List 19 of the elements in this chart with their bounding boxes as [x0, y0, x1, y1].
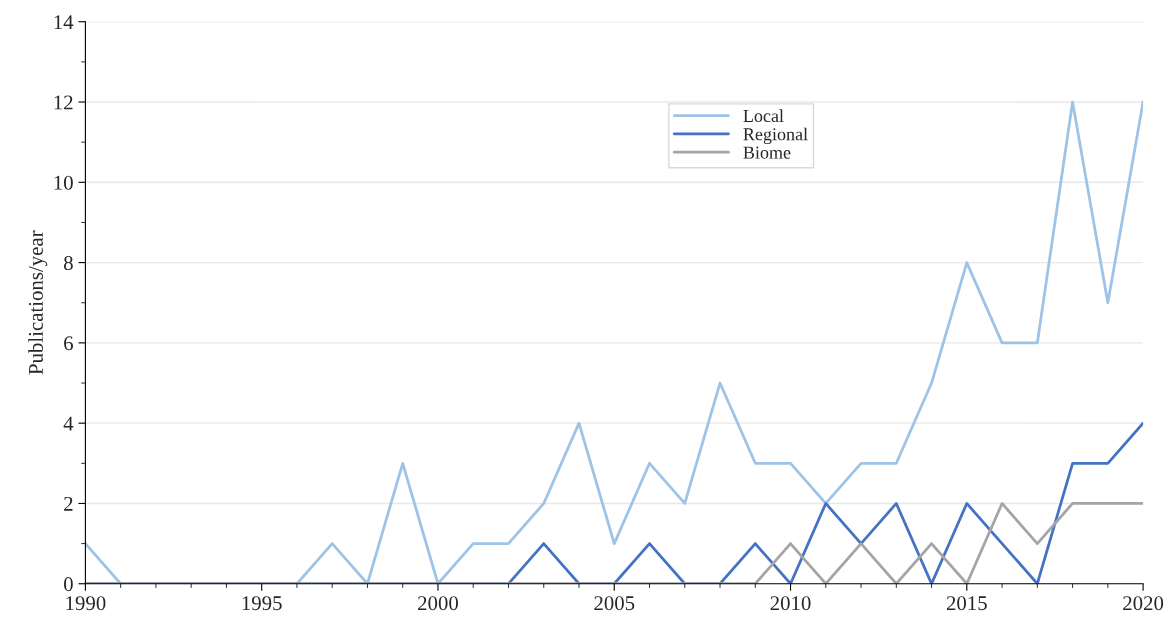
y-tick-label: 4 — [63, 416, 74, 431]
x-tick-label: 2020 — [1123, 596, 1164, 611]
y-tick-label: 0 — [63, 577, 73, 592]
x-tick-label: 2010 — [770, 596, 811, 611]
y-tick-label: 10 — [54, 175, 73, 190]
x-tick-label: 1995 — [242, 596, 282, 611]
y-tick-label: 2 — [64, 496, 73, 511]
x-tick-label: 2000 — [418, 596, 459, 611]
y-tick-label: 14 — [54, 15, 74, 29]
legend-label: Local — [743, 109, 784, 123]
x-tick-label: 2015 — [946, 596, 987, 611]
legend-label: Regional — [743, 127, 808, 145]
y-tick-label: 8 — [63, 255, 73, 271]
y-axis-title: Publications/year — [28, 230, 48, 375]
x-tick-label: 1990 — [66, 596, 106, 611]
x-tick-label: 2005 — [594, 596, 635, 611]
y-tick-label: 6 — [64, 336, 73, 351]
legend-label: Biome — [743, 146, 791, 159]
y-tick-label: 12 — [54, 95, 73, 110]
